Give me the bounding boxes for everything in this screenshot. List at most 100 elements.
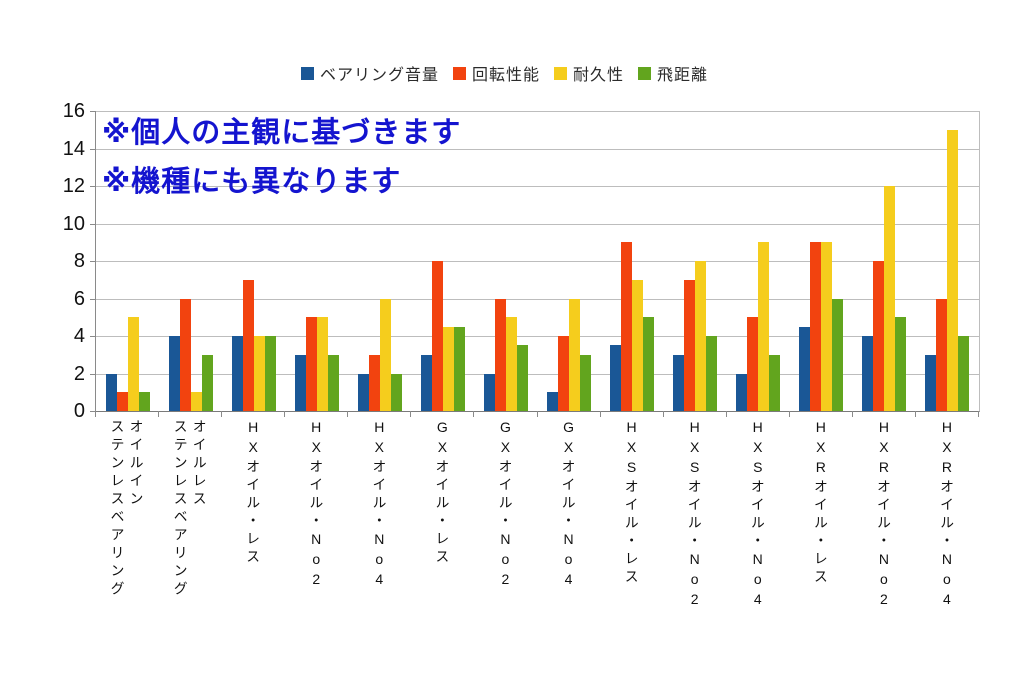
- bar: [632, 279, 644, 411]
- bar-group: [601, 111, 664, 411]
- gridline: [96, 336, 979, 337]
- bar: [138, 392, 150, 411]
- y-tick-label: 10: [62, 212, 85, 235]
- bar: [695, 261, 707, 411]
- y-tick: [90, 411, 95, 412]
- bar: [379, 298, 391, 411]
- bar: [316, 317, 328, 411]
- category-slot: HXSオイル・No4: [726, 419, 789, 694]
- bar: [357, 373, 369, 411]
- bar-group: [853, 111, 916, 411]
- bar: [390, 373, 402, 411]
- x-tick: [599, 411, 601, 417]
- legend-swatch: [638, 66, 652, 80]
- x-tick: [725, 411, 727, 417]
- bar: [253, 336, 265, 411]
- legend-label: ベアリング音量: [319, 67, 439, 84]
- chart-annotation: ※個人の主観に基づきます ※機種にも異なります: [102, 109, 461, 207]
- bar: [190, 392, 202, 411]
- bar: [958, 336, 970, 411]
- y-tick: [90, 111, 95, 112]
- bar: [431, 261, 443, 411]
- bar: [684, 279, 696, 411]
- legend-label: 飛距離: [657, 67, 709, 84]
- gridline: [96, 111, 979, 112]
- category-slot: HXオイル・No2: [284, 419, 347, 694]
- bar: [947, 129, 959, 411]
- category-label: HXSオイル・No4: [749, 419, 766, 611]
- legend-swatch: [300, 66, 314, 80]
- bar-group: [285, 111, 348, 411]
- category-label: GXオイル・No2: [497, 419, 514, 591]
- category-label: GXオイル・レス: [434, 419, 451, 567]
- bar: [821, 242, 833, 411]
- bar: [884, 186, 896, 411]
- bar: [420, 354, 432, 411]
- bar: [810, 242, 822, 411]
- bar-group: [790, 111, 853, 411]
- bar: [483, 373, 495, 411]
- bar: [799, 326, 811, 411]
- gridline: [96, 373, 979, 375]
- bar: [925, 354, 937, 411]
- category-label: HXオイル・レス: [245, 419, 262, 567]
- y-tick: [90, 148, 95, 150]
- bar: [895, 317, 907, 411]
- gridline: [96, 148, 979, 150]
- y-tick-label: 0: [73, 400, 85, 422]
- bar: [673, 354, 685, 411]
- bar: [758, 242, 770, 411]
- plot-area: [90, 111, 980, 417]
- y-tick: [90, 336, 95, 337]
- y-tick-label: 14: [62, 137, 85, 160]
- x-tick: [536, 411, 538, 417]
- bar: [936, 298, 948, 411]
- bar: [569, 298, 581, 411]
- category-label: オイルレス ステンレスベアリング: [172, 419, 208, 599]
- legend-item: 回転性能: [452, 61, 540, 85]
- bar: [621, 242, 633, 411]
- category-label: オイルイン ステンレスベアリング: [109, 419, 145, 599]
- bar-group: [411, 111, 474, 411]
- x-tick: [95, 411, 96, 417]
- category-slot: オイルレス ステンレスベアリング: [158, 419, 221, 694]
- x-axis: オイルイン ステンレスベアリング オイルレス ステンレスベアリング HXオイル・レス…: [95, 419, 978, 694]
- x-tick: [410, 411, 412, 417]
- bar: [505, 317, 517, 411]
- y-tick: [90, 261, 95, 262]
- category-label: HXオイル・No4: [371, 419, 388, 591]
- category-label: HXオイル・No2: [308, 419, 325, 591]
- legend-item: 耐久性: [554, 61, 624, 85]
- bar: [305, 317, 317, 411]
- category-slot: HXRオイル・No2: [852, 419, 915, 694]
- y-tick-label: 2: [73, 362, 85, 385]
- bar: [116, 392, 128, 411]
- category-label: HXSオイル・No2: [686, 419, 703, 611]
- bar: [294, 354, 306, 411]
- legend-item: ベアリング音量: [300, 61, 439, 85]
- bar-group: [159, 111, 222, 411]
- x-tick: [284, 411, 286, 417]
- bar: [494, 298, 506, 411]
- x-tick: [473, 411, 475, 417]
- category-slot: HXオイル・レス: [221, 419, 284, 694]
- legend-item: 飛距離: [638, 61, 708, 85]
- bar-group: [727, 111, 790, 411]
- bar: [264, 336, 276, 411]
- y-tick-label: 12: [62, 175, 85, 197]
- category-label: HXRオイル・No4: [938, 419, 955, 611]
- legend-label: 耐久性: [573, 67, 625, 84]
- category-label: HXRオイル・No2: [875, 419, 892, 611]
- bar-group: [96, 111, 159, 411]
- category-slot: GXオイル・No4: [537, 419, 600, 694]
- gridline: [96, 298, 979, 300]
- category-slot: HXSオイル・No2: [663, 419, 726, 694]
- gridline: [96, 223, 979, 225]
- annotation-line-2: ※機種にも異なります: [102, 166, 402, 198]
- y-tick-label: 4: [73, 325, 85, 347]
- legend-swatch: [452, 66, 466, 80]
- bar: [179, 298, 191, 411]
- x-tick: [221, 411, 223, 417]
- bar: [643, 317, 655, 411]
